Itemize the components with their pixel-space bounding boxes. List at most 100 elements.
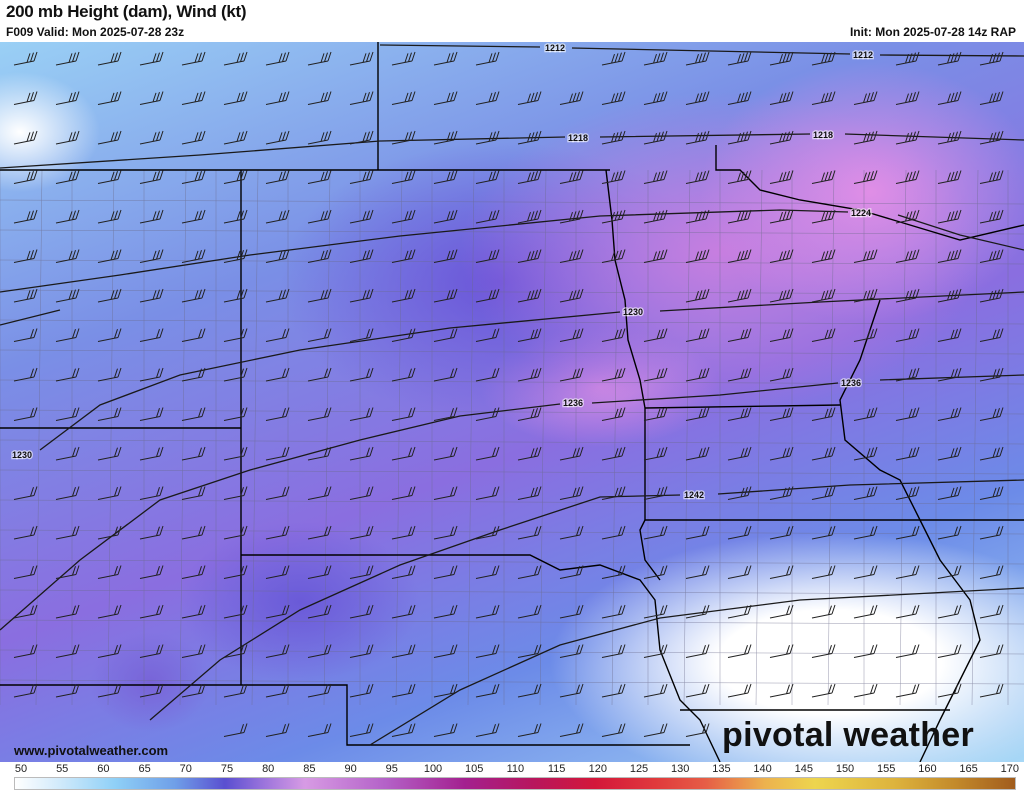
contour-1230: [39, 291, 1024, 451]
wind-barb: [13, 249, 38, 263]
wind-barb: [181, 328, 206, 342]
county-border: [0, 529, 1024, 535]
wind-barb: [265, 209, 290, 224]
wind-barb: [727, 525, 752, 540]
wind-barb: [769, 209, 794, 224]
wind-barb: [223, 367, 248, 382]
wind-barb: [559, 565, 584, 579]
website-url[interactable]: www.pivotalweather.com: [14, 743, 169, 758]
wind-barb: [265, 249, 290, 263]
wind-barb: [685, 209, 710, 224]
wind-barb: [223, 446, 248, 461]
wind-barb: [55, 644, 80, 658]
wind-barb: [811, 486, 836, 500]
wind-barb: [349, 249, 374, 263]
wind-barb: [559, 644, 584, 658]
wind-barb: [769, 249, 794, 263]
wind-barb: [517, 170, 542, 184]
county-border: [611, 169, 619, 706]
wind-barb: [265, 328, 290, 342]
wind-barb: [181, 288, 206, 303]
wind-barb: [223, 51, 248, 66]
county-border: [0, 259, 1024, 265]
wind-barb: [517, 91, 542, 105]
wind-barb: [475, 407, 500, 421]
wind-barb: [181, 407, 206, 421]
county-border: [0, 619, 1024, 625]
weather-map: 1212 1212 1218 1218 1224 1230 1230 1236 …: [0, 42, 1024, 762]
wind-barb: [265, 446, 290, 461]
wind-barb: [265, 683, 290, 698]
colorbar-tick: 170: [1000, 763, 1019, 775]
state-borders: [0, 42, 1024, 762]
wind-barb: [139, 170, 164, 184]
wind-barb: [643, 130, 668, 145]
wind-barb: [97, 367, 122, 382]
wind-barb: [139, 367, 164, 382]
wind-barb: [895, 486, 920, 500]
wind-barb: [643, 170, 668, 184]
wind-barb: [811, 604, 836, 619]
wind-barb: [601, 446, 626, 461]
county-border: [107, 169, 115, 706]
wind-barb: [433, 249, 458, 263]
wind-barb: [475, 170, 500, 184]
wind-barb: [55, 565, 80, 579]
wind-barb: [769, 130, 794, 145]
wind-barb: [13, 486, 38, 500]
wind-barb: [391, 51, 416, 66]
county-border: [0, 499, 1024, 505]
wind-barb: [811, 170, 836, 184]
wind-barb: [97, 209, 122, 224]
wind-barb: [979, 51, 1004, 66]
county-borders: [0, 169, 1024, 706]
wind-barb: [601, 525, 626, 540]
wind-barb: [517, 209, 542, 224]
wind-barb: [727, 486, 752, 500]
wind-barb: [223, 407, 248, 421]
wind-barb: [727, 367, 752, 382]
wind-barb: [265, 604, 290, 619]
wind-barb: [769, 328, 794, 342]
wind-barb: [265, 644, 290, 658]
state-border: [644, 404, 841, 409]
wind-barb: [265, 91, 290, 105]
wind-barb: [97, 604, 122, 619]
wind-barb: [13, 209, 38, 224]
wind-barb: [895, 446, 920, 461]
wind-barb: [769, 565, 794, 579]
county-border: [0, 199, 1024, 205]
wind-barb: [937, 51, 962, 66]
county-border: [0, 679, 1024, 685]
wind-barb: [307, 407, 332, 421]
wind-barb: [643, 209, 668, 224]
wind-barb: [895, 328, 920, 342]
colorbar-tick: 90: [344, 763, 357, 775]
wind-barb: [475, 367, 500, 382]
wind-barb: [559, 525, 584, 540]
wind-barb: [811, 328, 836, 342]
contour-label: 1230: [623, 307, 643, 317]
wind-barb: [601, 91, 626, 105]
wind-barb: [349, 288, 374, 303]
wind-barb: [139, 486, 164, 500]
wind-barb: [811, 525, 836, 540]
wind-barb: [433, 170, 458, 184]
wind-barb: [979, 525, 1004, 540]
wind-barb: [265, 486, 290, 500]
contour-label: 1242: [684, 490, 704, 500]
county-border: [35, 169, 43, 706]
wind-barb: [811, 407, 836, 421]
wind-barb: [979, 209, 1004, 224]
wind-barb: [895, 565, 920, 579]
wind-barb: [97, 288, 122, 303]
contour-label: 1224: [851, 208, 871, 218]
county-border: [251, 169, 259, 706]
wind-barb: [55, 170, 80, 184]
wind-barb: [181, 644, 206, 658]
wind-barb: [307, 288, 332, 303]
wind-barb: [769, 407, 794, 421]
wind-barb: [55, 525, 80, 540]
wind-barb: [517, 446, 542, 461]
wind-barb: [307, 249, 332, 263]
